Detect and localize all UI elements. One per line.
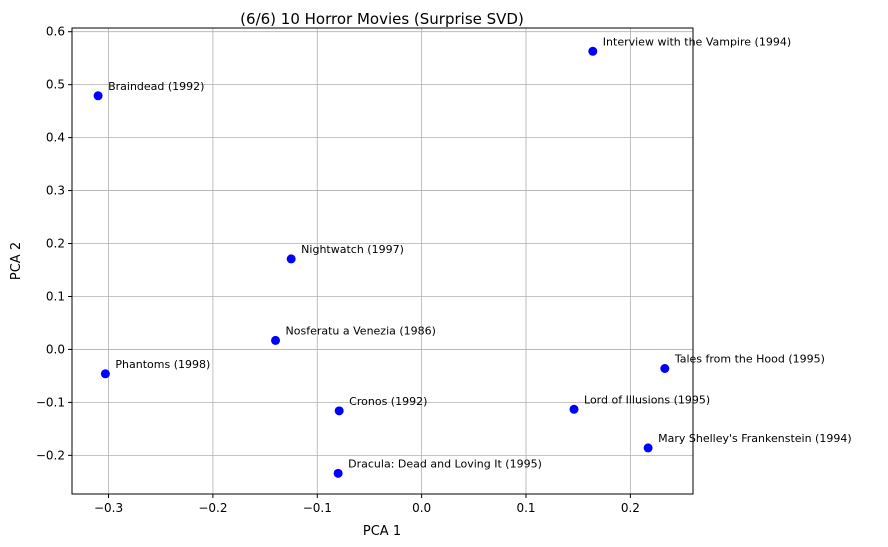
- point-label: Lord of Illusions (1995): [584, 393, 710, 406]
- data-point: [286, 254, 296, 264]
- y-tick-label: 0.3: [46, 184, 65, 198]
- x-tick-label: 0.2: [621, 501, 640, 515]
- y-tick-label: 0.6: [46, 25, 65, 39]
- data-point: [93, 91, 103, 101]
- y-axis-label: PCA 2: [9, 242, 24, 280]
- data-points: [93, 46, 670, 478]
- y-tick-label: 0.2: [46, 237, 65, 251]
- data-point: [100, 369, 110, 379]
- x-tick-label: 0.0: [412, 501, 431, 515]
- point-label: Cronos (1992): [349, 395, 427, 408]
- plot-frame: [71, 27, 694, 495]
- y-tick-label: −0.2: [36, 448, 65, 462]
- data-point: [271, 335, 281, 345]
- data-point: [334, 406, 344, 416]
- x-tick-label: −0.3: [94, 501, 123, 515]
- point-label: Nosferatu a Venezia (1986): [286, 324, 436, 337]
- point-label: Phantoms (1998): [115, 358, 210, 371]
- x-axis-ticks: −0.3 −0.2 −0.1 0.0 0.1 0.2: [94, 494, 640, 515]
- y-tick-label: 0.5: [46, 78, 65, 92]
- point-label: Interview with the Vampire (1994): [603, 35, 791, 48]
- grid-lines: [72, 28, 693, 494]
- point-labels: Interview with the Vampire (1994) Brainde…: [108, 35, 852, 470]
- data-point: [660, 363, 670, 373]
- point-label: Braindead (1992): [108, 80, 204, 93]
- data-point: [333, 468, 343, 478]
- y-tick-label: −0.1: [36, 395, 65, 409]
- data-point: [588, 46, 598, 56]
- x-tick-label: 0.1: [516, 501, 535, 515]
- x-tick-label: −0.2: [198, 501, 227, 515]
- point-label: Nightwatch (1997): [301, 243, 404, 256]
- data-point: [569, 404, 579, 414]
- chart-title: (6/6) 10 Horror Movies (Surprise SVD): [240, 10, 524, 28]
- point-label: Tales from the Hood (1995): [674, 352, 825, 365]
- y-axis-ticks: −0.2 −0.1 0.0 0.1 0.2 0.3 0.4 0.5 0.6: [36, 25, 72, 462]
- data-point: [643, 443, 653, 453]
- x-axis-label: PCA 1: [363, 524, 401, 539]
- point-label: Dracula: Dead and Loving It (1995): [348, 457, 542, 470]
- x-tick-label: −0.1: [303, 501, 332, 515]
- y-tick-label: 0.0: [46, 342, 65, 356]
- y-tick-label: 0.4: [46, 131, 65, 145]
- point-label: Mary Shelley's Frankenstein (1994): [658, 432, 852, 445]
- y-tick-label: 0.1: [46, 289, 65, 303]
